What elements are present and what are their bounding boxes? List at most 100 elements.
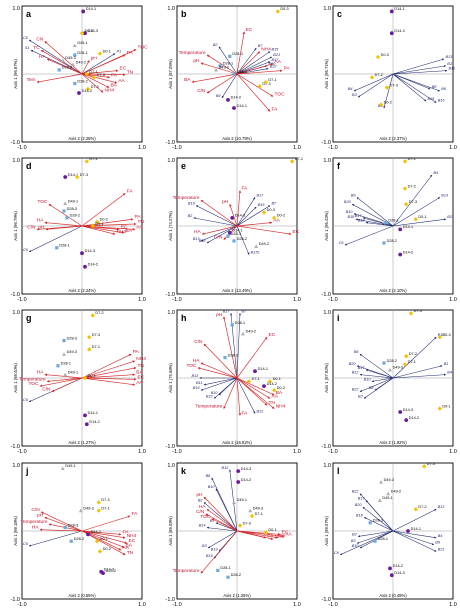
taxa-vector-label: C6 (339, 241, 345, 245)
taxa-vector-label: B18 (348, 215, 356, 219)
env-vector-label: EC (121, 224, 128, 230)
sample-label: D7-3 (414, 309, 422, 313)
sample-point (69, 539, 73, 543)
taxa-vector-label: S1 (25, 46, 30, 50)
taxa-vector-label: B2 (213, 43, 219, 47)
taxa-vector-label: B22 (352, 490, 360, 494)
sample-point (404, 202, 409, 207)
taxa-vector-arrow (392, 365, 443, 379)
sample-label: D7-3 (390, 83, 398, 87)
sample-label: D28-3 (232, 52, 242, 56)
sample-point (85, 86, 91, 92)
env-vector-arrow (200, 62, 238, 75)
taxa-vector-arrow (200, 225, 238, 242)
sample-label: D28-1 (223, 62, 233, 66)
x-tick-label: 1.0 (138, 145, 146, 151)
sample-label: D0-1 (103, 49, 111, 53)
taxa-vector-label: B19 (188, 202, 196, 206)
taxa-vector-label: B13 (438, 505, 446, 509)
x-tick-label: -1.0 (172, 449, 181, 455)
sample-label: D7-1 (101, 506, 109, 510)
x-tick-label: -1.0 (328, 145, 337, 151)
taxa-vector-label: B20 (355, 503, 363, 507)
sample-point (96, 500, 101, 505)
env-vector-arrow (81, 193, 126, 227)
env-vector-arrow (81, 530, 128, 544)
env-vector-arrow (81, 373, 136, 379)
env-vector-arrow (81, 54, 126, 75)
sample-label: D28-3 (67, 336, 77, 340)
env-vector-label: AA (136, 380, 143, 386)
x-tick-label: 1.0 (293, 297, 301, 303)
sample-label: D7-1 (89, 157, 97, 161)
env-vector-label: CN (36, 36, 43, 42)
sample-point (232, 72, 236, 76)
taxa-vector-label: B10 (352, 544, 360, 548)
sample-point (84, 422, 89, 427)
env-vector-label: Temperature (19, 376, 46, 382)
sample-point (388, 566, 392, 571)
env-vector-arrow (203, 496, 238, 532)
sample-point (379, 480, 383, 484)
x-tick-label: -1.0 (17, 602, 26, 608)
taxa-vector-label: B10 (211, 391, 219, 395)
sample-point (73, 81, 77, 86)
sample-label: D14-1 (88, 411, 98, 415)
sample-point (389, 573, 394, 578)
y-tick-label: -1.0 (322, 444, 331, 450)
taxa-vector-arrow (195, 205, 238, 227)
env-vector-arrow (201, 225, 238, 235)
taxa-vector-arrow (392, 69, 448, 75)
taxa-vector-label: B20 (349, 362, 357, 366)
x-tick-label: -1.0 (17, 449, 26, 455)
env-vector-label: HA (193, 358, 200, 364)
sample-label: D14-2 (89, 420, 99, 424)
sample-label: D14-3 (241, 467, 251, 471)
sample-label: D7-3 (80, 173, 88, 177)
sample-label: D28-2 (387, 359, 397, 363)
x-axis-title: Axis 2 (1.27%) (68, 440, 96, 445)
panel-c: c -1.0 1.0 1.0 -1.0 Axis 2 (2.37%) Axis 1 (96.… (322, 5, 457, 151)
env-vector-arrow (81, 377, 136, 386)
sample-point (65, 216, 69, 220)
panel-letter: e (181, 161, 186, 171)
env-vector-label: Temperature (173, 195, 200, 201)
sample-label: D0-1 (273, 377, 281, 381)
taxa-vector-arrow (392, 73, 427, 102)
env-vector-arrow (236, 530, 285, 538)
sample-point (373, 539, 377, 543)
x-axis-title: Axis 2 (1.25%) (223, 593, 251, 598)
taxa-vector-arrow (206, 225, 238, 244)
env-vector-label: BA (126, 228, 133, 234)
env-vector-label: TN (138, 363, 145, 369)
taxa-vector-arrow (203, 502, 238, 532)
sample-label: D0-2 (277, 214, 285, 218)
sample-point (73, 53, 77, 57)
sample-label: D14-3 (394, 29, 404, 33)
taxa-vector-arrow (236, 377, 256, 414)
panel-f: f -1.0 1.0 1.0 -1.0 Axis 2 (2.10%) Axis 1 (96.… (322, 157, 457, 303)
taxa-vector-arrow (236, 67, 269, 75)
sample-point (437, 335, 442, 340)
sample-point (96, 508, 101, 513)
sample-label: D14-1 (68, 173, 78, 177)
env-vector-label: HA (194, 229, 201, 235)
taxa-vector-label: B15 (258, 203, 266, 207)
sample-point (377, 498, 382, 502)
taxa-vector-arrow (392, 73, 441, 92)
x-tick-label: 1.0 (293, 449, 301, 455)
sample-point (84, 159, 89, 164)
sample-point (398, 252, 403, 257)
env-vector-label: FA (242, 410, 249, 416)
taxa-vector-arrow (213, 377, 238, 399)
env-vector-label: pH (222, 199, 229, 205)
sample-label: D14-2 (231, 96, 241, 100)
taxa-vector-label: B21 (273, 53, 280, 57)
sample-point (97, 51, 103, 56)
sample-label: D49-3 (393, 366, 403, 370)
sample-point (386, 491, 391, 496)
taxa-vector-arrow (221, 73, 238, 99)
taxa-vector-arrow (28, 530, 83, 547)
panel-k: k -1.0 1.0 1.0 -1.0 Axis 2 (1.25%) Axis 1 (89.… (166, 462, 301, 608)
